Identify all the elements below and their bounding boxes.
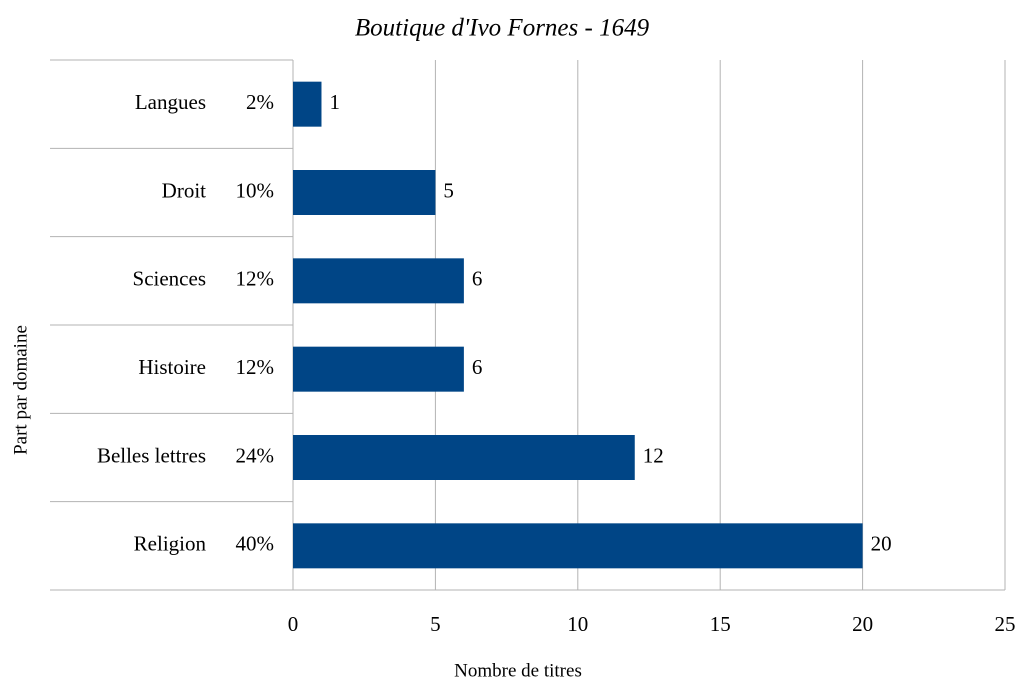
x-tick-label: 0 bbox=[288, 612, 299, 636]
category-share: 2% bbox=[246, 90, 274, 114]
bar bbox=[293, 346, 464, 392]
data-label: 5 bbox=[443, 178, 454, 202]
chart-title: Boutique d'Ivo Fornes - 1649 bbox=[355, 15, 650, 42]
x-tick-label: 5 bbox=[430, 612, 441, 636]
y-axis-title: Part par domaine bbox=[10, 325, 31, 455]
bar bbox=[293, 523, 863, 569]
data-label: 12 bbox=[643, 443, 664, 467]
category-share: 12% bbox=[236, 355, 275, 379]
category-share: 12% bbox=[236, 267, 275, 291]
x-tick-label: 25 bbox=[995, 612, 1016, 636]
category-label: Histoire bbox=[138, 355, 206, 379]
category-label: Droit bbox=[162, 178, 206, 202]
data-label: 6 bbox=[472, 267, 483, 291]
x-tick-label: 10 bbox=[567, 612, 588, 636]
category-label: Belles lettres bbox=[97, 443, 206, 467]
category-label: Religion bbox=[134, 532, 207, 556]
data-label: 6 bbox=[472, 355, 483, 379]
bar bbox=[293, 170, 436, 215]
category-label: Langues bbox=[135, 90, 206, 114]
bar bbox=[293, 258, 464, 304]
x-tick-label: 15 bbox=[710, 612, 731, 636]
data-label: 20 bbox=[871, 532, 892, 556]
category-share: 24% bbox=[236, 443, 275, 467]
bar bbox=[293, 435, 635, 480]
category-share: 10% bbox=[236, 178, 275, 202]
x-tick-label: 20 bbox=[852, 612, 873, 636]
bar bbox=[293, 81, 322, 127]
data-label: 1 bbox=[329, 90, 340, 114]
category-share: 40% bbox=[236, 532, 275, 556]
x-axis-title: Nombre de titres bbox=[454, 660, 582, 681]
category-label: Sciences bbox=[133, 267, 206, 291]
